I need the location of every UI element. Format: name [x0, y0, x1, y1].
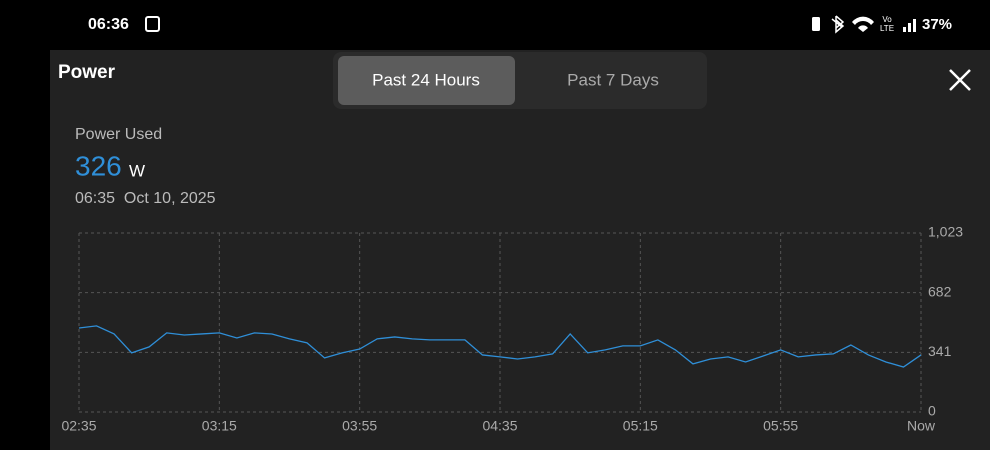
data-line	[78, 325, 922, 368]
metric-timestamp: 06:35 Oct 10, 2025	[75, 190, 216, 207]
status-icon	[145, 16, 160, 32]
close-button[interactable]	[949, 69, 971, 91]
svg-text:Vo: Vo	[882, 15, 892, 24]
panel-title: Power	[58, 62, 116, 83]
svg-text:LTE: LTE	[880, 24, 894, 33]
y-tick-label: 682	[928, 283, 952, 299]
status-time: 06:36	[88, 16, 129, 33]
x-tick-label: Now	[907, 418, 936, 434]
chart: 0 341 682 1,023 02:35 03:15 03:55 04:35 05:15 05:…	[61, 224, 963, 434]
status-icons: Vo LTE	[812, 15, 916, 34]
metric-unit: W	[129, 161, 145, 180]
x-tick-label: 05:15	[623, 418, 658, 434]
y-tick-label: 0	[928, 403, 936, 419]
x-tick-label: 05:55	[763, 418, 798, 434]
y-tick-label: 1,023	[928, 224, 963, 240]
tab[interactable]: Past 7 Days	[567, 70, 659, 89]
x-tick-label: 04:35	[482, 418, 517, 434]
tab-active[interactable]	[338, 56, 515, 105]
tab[interactable]: Past 24 Hours	[372, 70, 480, 89]
panel	[50, 50, 990, 450]
status-battery: 37%	[922, 16, 952, 33]
x-tick-label: 03:55	[342, 418, 377, 434]
metric-value: 326	[75, 150, 122, 181]
x-tick-label: 03:15	[202, 418, 237, 434]
x-tick-label: 02:35	[61, 418, 96, 434]
y-tick-label: 341	[928, 343, 952, 359]
metric-label: Power Used	[75, 126, 162, 143]
